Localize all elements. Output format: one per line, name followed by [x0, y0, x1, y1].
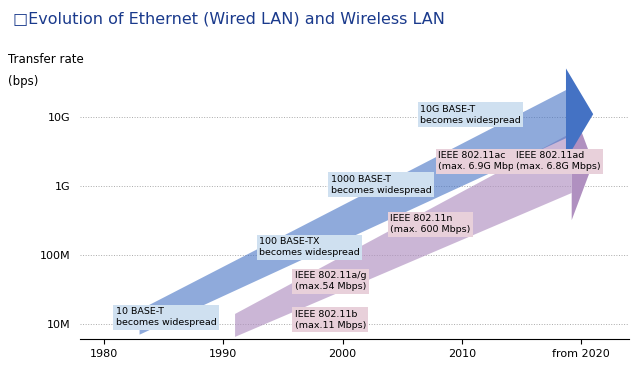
Text: 10G BASE-T
becomes widespread: 10G BASE-T becomes widespread [420, 105, 521, 125]
Polygon shape [140, 90, 566, 335]
Text: (bps): (bps) [8, 75, 39, 88]
Text: Transfer rate: Transfer rate [8, 53, 84, 66]
Text: IEEE 802.11b
(max.11 Mbps): IEEE 802.11b (max.11 Mbps) [295, 310, 366, 330]
Text: IEEE 802.11ac
(max. 6.9G Mbps): IEEE 802.11ac (max. 6.9G Mbps) [438, 151, 523, 171]
Text: IEEE 802.11ad
(max. 6.8G Mbps): IEEE 802.11ad (max. 6.8G Mbps) [516, 151, 600, 171]
Text: □Evolution of Ethernet (Wired LAN) and Wireless LAN: □Evolution of Ethernet (Wired LAN) and W… [13, 11, 445, 26]
Text: 1000 BASE-T
becomes widespread: 1000 BASE-T becomes widespread [330, 175, 431, 195]
Polygon shape [572, 105, 593, 220]
Text: IEEE 802.11a/g
(max.54 Mbps): IEEE 802.11a/g (max.54 Mbps) [295, 271, 366, 291]
Polygon shape [235, 133, 572, 337]
Polygon shape [566, 68, 593, 160]
Text: 10 BASE-T
becomes widespread: 10 BASE-T becomes widespread [116, 307, 216, 327]
Text: IEEE 802.11n
(max. 600 Mbps): IEEE 802.11n (max. 600 Mbps) [390, 214, 471, 234]
Text: 100 BASE-TX
becomes widespread: 100 BASE-TX becomes widespread [259, 237, 360, 257]
